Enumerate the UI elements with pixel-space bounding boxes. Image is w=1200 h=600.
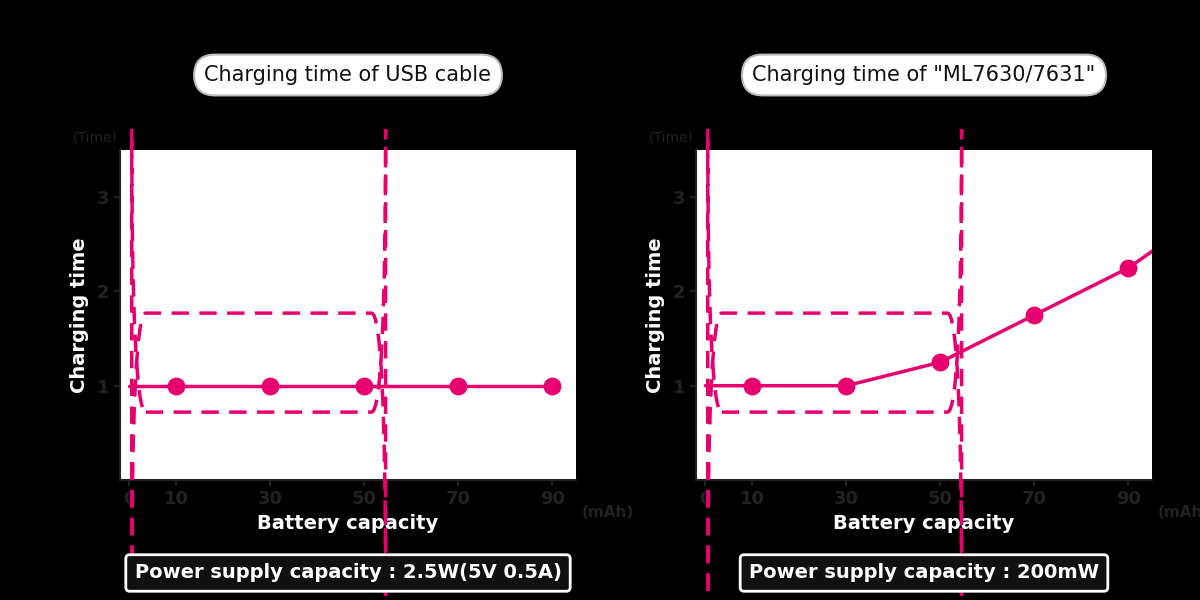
Text: (mAh): (mAh) (582, 505, 634, 520)
Text: Power supply capacity : 200mW: Power supply capacity : 200mW (749, 563, 1099, 583)
Y-axis label: Charging time: Charging time (646, 237, 665, 393)
Text: (Time): (Time) (648, 130, 694, 145)
Point (1025, 310, 1044, 320)
Point (260, 381, 280, 391)
Point (355, 381, 374, 391)
Text: (Time): (Time) (72, 130, 118, 145)
Text: Charging time of "ML7630/7631": Charging time of "ML7630/7631" (752, 65, 1096, 85)
Point (931, 358, 950, 367)
Text: Power supply capacity : 2.5W(5V 0.5A): Power supply capacity : 2.5W(5V 0.5A) (134, 563, 562, 583)
Point (743, 381, 762, 391)
Text: (mAh): (mAh) (1158, 505, 1200, 520)
Point (449, 381, 468, 391)
X-axis label: Battery capacity: Battery capacity (833, 514, 1015, 533)
Point (836, 381, 856, 391)
Point (542, 381, 562, 391)
Point (167, 381, 186, 391)
X-axis label: Battery capacity: Battery capacity (257, 514, 439, 533)
Text: Charging time of USB cable: Charging time of USB cable (204, 65, 492, 85)
Point (1118, 263, 1138, 272)
Y-axis label: Charging time: Charging time (70, 237, 89, 393)
